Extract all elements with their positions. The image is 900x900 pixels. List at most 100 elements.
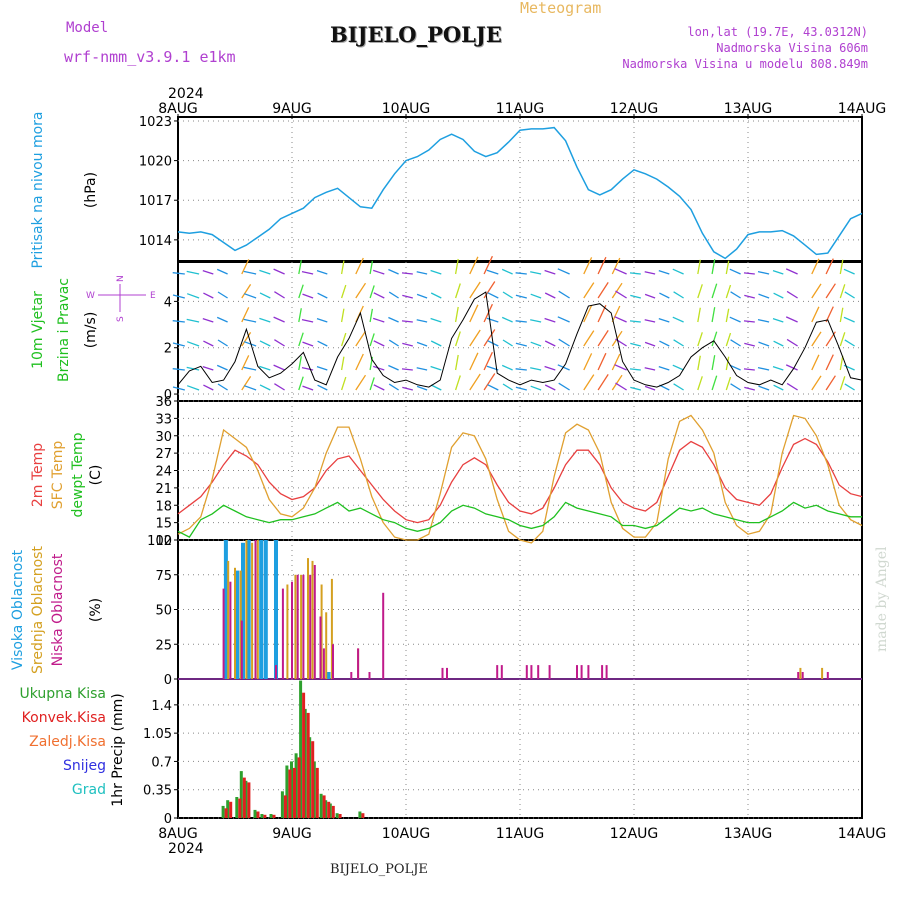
wind-arrow: [317, 292, 328, 299]
precip-bar: [311, 741, 315, 818]
wind-arrow: [811, 306, 820, 323]
wind-arrow: [243, 270, 257, 275]
wind-arrow: [203, 292, 214, 299]
precip-bar: [361, 813, 365, 818]
precip-bar: [297, 757, 301, 818]
precip-bar: [288, 769, 292, 818]
series-line-temperature: [177, 414, 863, 544]
wind-arrow: [301, 366, 314, 371]
wind-arrow: [416, 293, 428, 299]
wind-arrow: [515, 386, 527, 391]
wind-arrow: [388, 268, 399, 275]
wind-arrow: [486, 269, 499, 275]
wind-arrow: [172, 294, 185, 299]
cloud-bar: [294, 574, 297, 680]
wind-arrow: [530, 271, 542, 275]
wind-arrow: [316, 365, 328, 371]
wind-arrow: [217, 339, 228, 347]
wind-arrow: [402, 342, 413, 347]
wind-arrow: [298, 308, 302, 323]
model-elevation-label: Nadmorska Visina u modelu 808.849m: [622, 57, 868, 71]
wind-arrow: [672, 364, 684, 371]
time-tick-bottom: 8AUG: [158, 826, 198, 842]
wind-arrow: [469, 256, 479, 275]
wind-arrow: [274, 291, 285, 299]
wind-arrow: [839, 355, 844, 371]
cloud-unit-label: (%): [88, 598, 104, 622]
wind-arrow: [658, 317, 670, 323]
precip-bar: [338, 814, 342, 818]
wind-arrow: [615, 290, 627, 299]
wind-arrow: [785, 364, 798, 371]
wind-arrow: [298, 284, 304, 299]
wind-arrow: [844, 339, 855, 347]
ytick-label: 50: [155, 604, 172, 619]
wind-arrow: [672, 268, 684, 275]
wind-arrow: [340, 332, 347, 347]
cloud-bar: [223, 540, 228, 679]
precip-bar: [229, 801, 233, 818]
wind-arrow: [483, 255, 493, 275]
wind-arrow: [469, 373, 481, 391]
precip-legend-item: Grad: [72, 782, 106, 798]
wind-arrow: [373, 292, 385, 299]
wind-arrow: [217, 291, 228, 299]
wind-arrow: [515, 320, 527, 323]
wind-arrow: [725, 308, 730, 323]
wind-arrow: [487, 292, 499, 299]
cloud-bar: [580, 665, 583, 679]
wind-arrow: [259, 384, 271, 391]
wind-arrow: [773, 384, 784, 391]
wind-arrow: [630, 294, 641, 299]
wind-arrow: [388, 291, 399, 299]
wind-arrow: [725, 284, 732, 299]
wind-arrow: [469, 304, 479, 323]
wind-arrow: [273, 316, 285, 323]
series-line-temperature: [177, 437, 863, 524]
wind-arrow: [317, 384, 328, 391]
wind-arrow: [530, 385, 542, 391]
wind-arrow: [583, 282, 595, 299]
wind-arrow: [454, 258, 459, 275]
wind-arrow: [241, 355, 250, 371]
wind-arrow: [202, 317, 214, 323]
wind-arrow: [725, 376, 732, 391]
wind-arrow: [430, 292, 442, 299]
wind-arrow: [729, 268, 741, 275]
cloud-bar: [350, 672, 353, 679]
temp-unit-label: (C): [88, 465, 104, 486]
cloud-bar: [496, 665, 499, 679]
wind-arrow: [216, 364, 228, 371]
precip-bar: [306, 712, 310, 818]
wind-arrow: [172, 272, 185, 275]
wind-arrow: [825, 375, 836, 391]
wind-arrow: [744, 386, 755, 391]
wind-arrow: [302, 385, 314, 391]
wind-arrow: [629, 368, 641, 371]
temp-sfc-title: SFC Temp: [50, 441, 66, 510]
cloud-bar: [307, 558, 309, 679]
wind-arrow: [501, 316, 513, 323]
elevation-label: Nadmorska Visina 606m: [716, 41, 868, 55]
wind-arrow: [697, 376, 703, 391]
wind-arrow: [243, 293, 257, 299]
wind-arrow: [401, 320, 413, 323]
wind-arrow: [729, 316, 741, 323]
time-tick-top: 8AUG: [158, 101, 198, 117]
wind-arrow: [241, 332, 252, 347]
precip-bar: [239, 771, 243, 818]
wind-arrow: [644, 385, 656, 391]
wind-arrow: [186, 270, 200, 275]
cloud-bar: [254, 540, 257, 679]
wind-arrow: [530, 293, 542, 299]
cloud-bar: [313, 565, 316, 679]
series-line-temperature: [177, 501, 862, 538]
wind-arrow: [483, 373, 496, 391]
ytick-label: 100: [147, 534, 172, 549]
wind-arrow: [241, 376, 252, 391]
wind-arrow: [615, 382, 627, 391]
wind-arrow: [611, 353, 621, 371]
wind-arrow: [274, 339, 285, 347]
wind-arrow: [629, 320, 641, 323]
